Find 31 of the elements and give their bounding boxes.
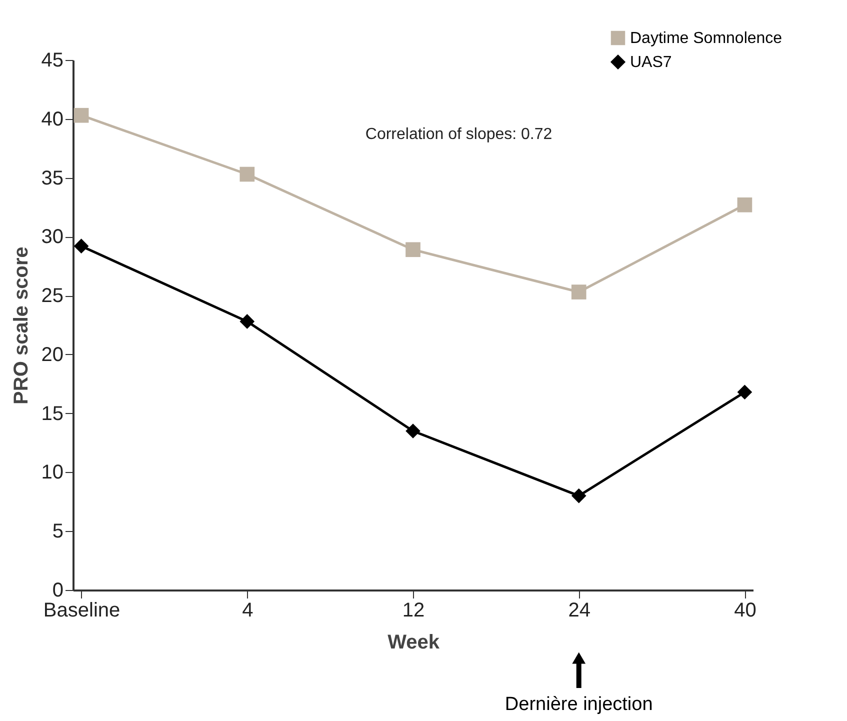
point <box>737 384 752 400</box>
point <box>406 242 420 258</box>
legend-label: Daytime Somnolence <box>630 30 782 47</box>
y-tick-label: 5 <box>52 520 64 543</box>
y-tick-label: 25 <box>41 285 64 308</box>
annotation: Dernière injection <box>504 694 653 715</box>
point <box>571 284 586 300</box>
x-tick-label: 4 <box>242 600 254 622</box>
y-tick-label: 45 <box>41 50 64 72</box>
y-tick-label: 15 <box>41 402 64 425</box>
annotation: Correlation of slopes: 0.72 <box>365 126 552 144</box>
x-tick-label: Baseline <box>43 600 120 622</box>
x-tick-label: 12 <box>402 600 425 622</box>
legend-label: UAS7 <box>630 54 672 71</box>
point <box>240 166 255 182</box>
y-tick-label: 35 <box>41 167 64 190</box>
y-tick-label: 10 <box>41 462 64 484</box>
y-tick-label: 20 <box>41 344 64 366</box>
y-tick-label: 40 <box>41 108 64 130</box>
point <box>240 314 255 329</box>
y-tick-label: 0 <box>52 580 64 602</box>
point <box>737 197 752 212</box>
point <box>74 108 89 123</box>
x-tick-label: 24 <box>568 600 590 622</box>
point <box>571 488 586 504</box>
x-tick-label: 40 <box>734 600 756 622</box>
x-axis-title: Week <box>388 632 440 654</box>
y-tick-label: 30 <box>41 226 64 248</box>
point <box>406 424 420 438</box>
point <box>74 238 89 254</box>
y-axis-title: PRO scale score <box>10 246 32 404</box>
